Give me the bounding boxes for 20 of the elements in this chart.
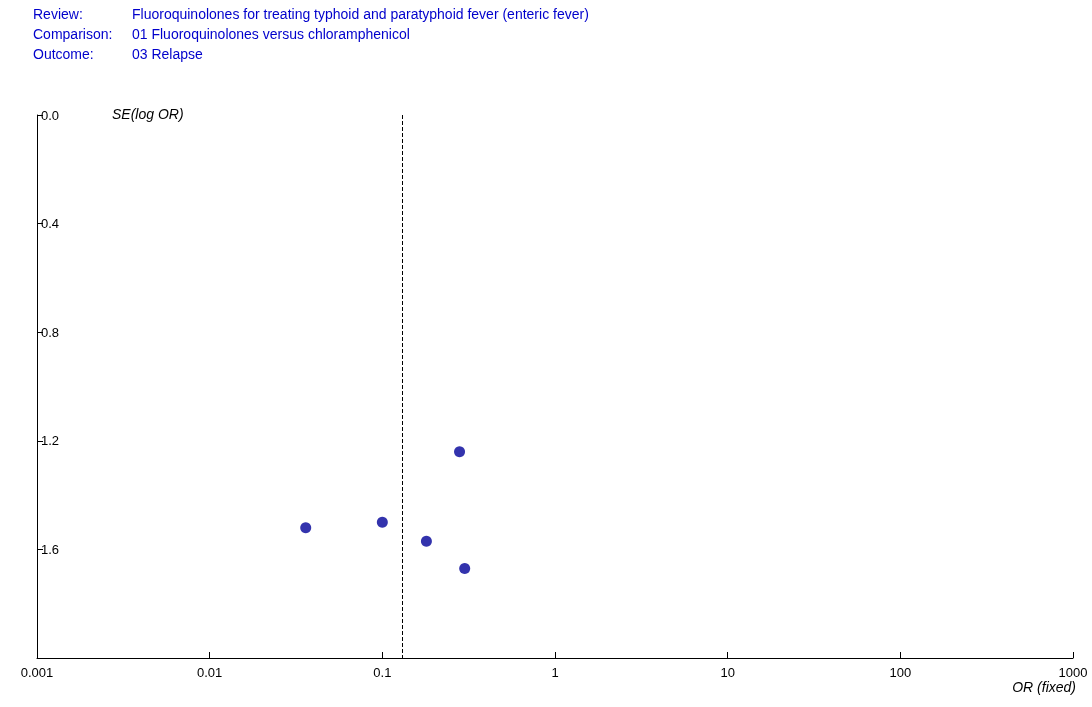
- x-tick-label: 0.1: [373, 665, 392, 680]
- text: Fluoroquinolones for treating typhoid and paratyphoid fever (enteric fever): [132, 6, 589, 22]
- text: Comparison:: [33, 26, 113, 42]
- text: 01 Fluoroquinolones versus chloramphenicol: [132, 26, 410, 42]
- x-tick-label: 0.01: [197, 665, 223, 680]
- y-axis-title: SE(log OR): [112, 106, 184, 122]
- x-tick-label: 1: [551, 665, 559, 680]
- y-tick-label: 1.6: [41, 541, 60, 557]
- x-tick-label: 10: [720, 665, 735, 680]
- x-tick-label: 1000: [1058, 665, 1088, 680]
- y-tick-label: 1.2: [41, 433, 60, 449]
- text: Review:: [33, 6, 83, 22]
- text: Outcome:: [33, 46, 94, 62]
- x-tick-label: 100: [889, 665, 912, 680]
- y-tick-label: 0.8: [41, 324, 60, 340]
- x-tick-label: 0.001: [20, 665, 54, 680]
- x-axis-title: OR (fixed): [1012, 679, 1077, 695]
- text: 03 Relapse: [132, 46, 204, 62]
- y-tick-label: 0.4: [41, 216, 60, 232]
- y-tick-label: 0.0: [41, 107, 60, 123]
